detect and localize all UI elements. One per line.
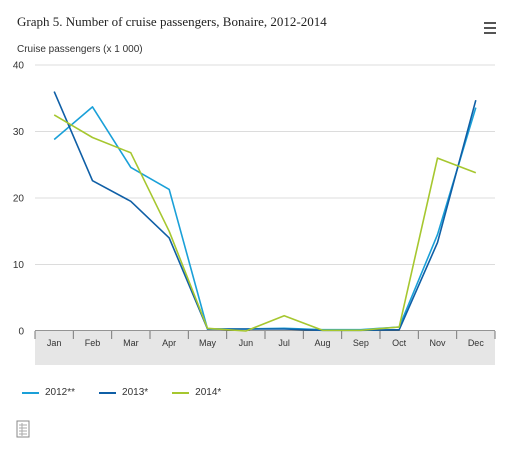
menu-bar	[484, 27, 496, 29]
x-tick-label: Aug	[314, 338, 330, 348]
x-tick-label: Oct	[392, 338, 407, 348]
x-tick-label: Jun	[239, 338, 254, 348]
legend-label: 2012**	[45, 387, 76, 398]
line-chart: 0 10 20 30 40 Jan Feb Mar Apr May Jun Jul Aug Sep Oct…	[13, 61, 496, 365]
legend-swatch	[172, 391, 190, 394]
y-tick-label: 40	[13, 61, 25, 72]
legend-swatch	[99, 391, 117, 394]
y-axis-label: Cruise passengers (x 1 000)	[17, 44, 143, 55]
y-tick-label: 10	[13, 260, 25, 271]
x-axis-ticks	[34, 331, 496, 339]
chart-title: Graph 5. Number of cruise passengers, Bo…	[17, 14, 327, 29]
hamburger-menu-icon[interactable]	[484, 22, 496, 34]
y-axis-tick-labels: 0 10 20 30 40	[13, 61, 25, 338]
y-tick-label: 20	[13, 194, 25, 205]
x-axis-tick-labels: Jan Feb Mar Apr May Jun Jul Aug Sep Oct Nov Dec	[47, 338, 484, 348]
x-tick-label: Dec	[468, 338, 485, 348]
y-tick-label: 30	[13, 127, 25, 138]
legend-item[interactable]: 2012**	[22, 387, 75, 398]
menu-bar	[484, 32, 496, 34]
x-tick-label: Mar	[123, 338, 139, 348]
grid-lines	[35, 64, 495, 332]
legend-item[interactable]: 2014*	[172, 387, 221, 398]
x-tick-label: Feb	[85, 338, 101, 348]
x-tick-label: Apr	[162, 338, 176, 348]
x-tick-label: Jul	[278, 338, 290, 348]
legend: 2012** 2013* 2014*	[22, 387, 221, 398]
legend-swatch	[22, 391, 39, 394]
menu-bar	[484, 22, 496, 24]
x-tick-label: Sep	[353, 338, 369, 348]
legend-label: 2014*	[195, 387, 222, 398]
series-line	[53, 106, 477, 331]
document-export-icon[interactable]	[16, 420, 30, 438]
series-line	[53, 114, 477, 332]
series-line	[53, 91, 477, 332]
legend-item[interactable]: 2013*	[99, 387, 148, 398]
y-tick-label: 0	[18, 327, 24, 338]
series-lines	[53, 91, 477, 332]
x-tick-label: May	[199, 338, 217, 348]
x-tick-label: Jan	[47, 338, 62, 348]
x-tick-label: Nov	[429, 338, 446, 348]
legend-label: 2013*	[122, 387, 149, 398]
